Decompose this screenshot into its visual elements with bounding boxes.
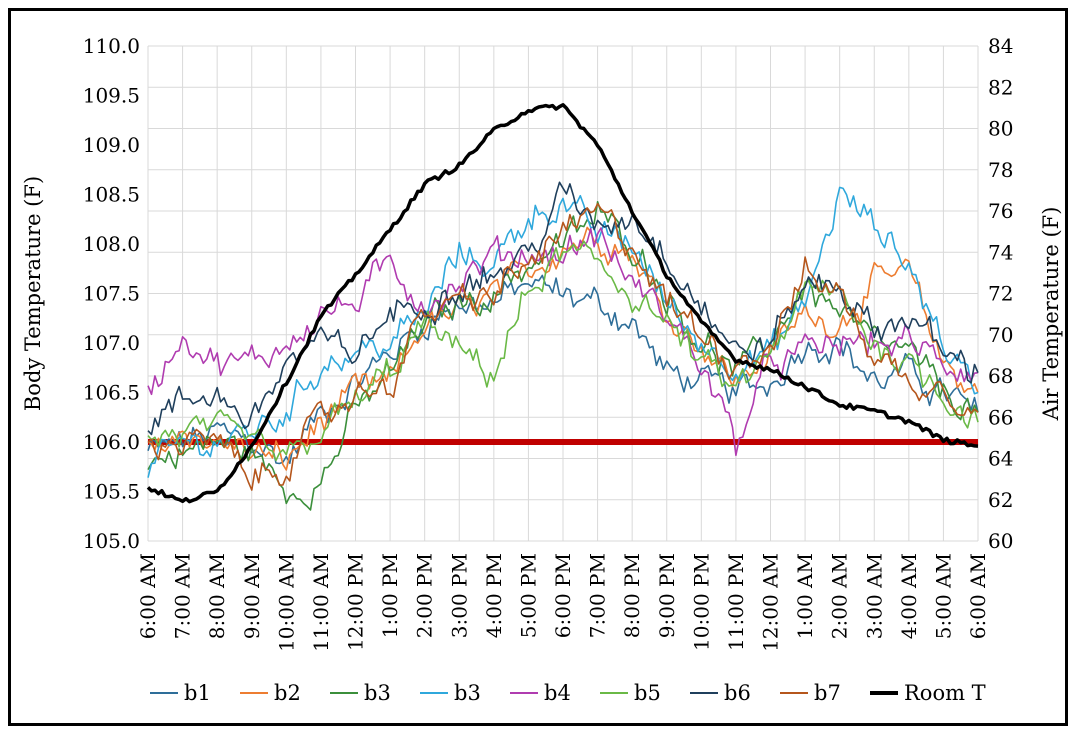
x-tick-label: 6:00 AM xyxy=(966,553,990,639)
x-tick-label: 9:00 AM xyxy=(240,553,264,639)
y-left-tick-label: 105.0 xyxy=(83,529,140,553)
x-tick-label: 10:00 AM xyxy=(274,553,298,652)
legend-label: b5 xyxy=(634,681,661,705)
x-tick-label: 12:00 PM xyxy=(344,553,368,651)
legend-label: b4 xyxy=(544,681,571,705)
y-left-axis-title: Body Temperature (F) xyxy=(21,176,45,411)
legend-label: b7 xyxy=(814,681,841,705)
series-line-b1 xyxy=(147,274,979,465)
legend-label: b1 xyxy=(184,681,211,705)
x-tick-label: 1:00 PM xyxy=(378,553,402,638)
series-line-b7 xyxy=(147,202,979,491)
legend-label: b3 xyxy=(454,681,481,705)
y-right-tick-label: 84 xyxy=(988,34,1013,58)
y-right-tick-label: 62 xyxy=(988,488,1013,512)
x-tick-label: 6:00 AM xyxy=(136,553,160,639)
y-right-tick-label: 68 xyxy=(988,364,1013,388)
y-right-tick-label: 60 xyxy=(988,529,1013,553)
y-right-axis-title: Air Temperature (F) xyxy=(1039,207,1063,422)
series-line-b2 xyxy=(147,226,979,471)
x-tick-label: 7:00 PM xyxy=(586,553,610,638)
series-line-room-t xyxy=(146,103,979,504)
x-tick-label: 8:00 PM xyxy=(620,553,644,638)
y-right-tick-label: 66 xyxy=(988,405,1013,429)
y-right-tick-label: 64 xyxy=(988,447,1013,471)
y-left-tick-label: 105.5 xyxy=(83,480,140,504)
x-tick-label: 2:00 PM xyxy=(413,553,437,638)
y-right-tick-label: 74 xyxy=(988,240,1013,264)
y-right-tick-label: 82 xyxy=(988,75,1013,99)
x-tick-label: 9:00 PM xyxy=(655,553,679,638)
legend-label: b3 xyxy=(364,681,391,705)
y-left-tick-label: 107.5 xyxy=(83,282,140,306)
x-tick-label: 11:00 PM xyxy=(724,553,748,651)
y-left-tick-label: 107.0 xyxy=(83,331,140,355)
x-tick-label: 2:00 AM xyxy=(828,553,852,639)
y-left-tick-label: 108.0 xyxy=(83,232,140,256)
y-left-tick-label: 106.0 xyxy=(83,430,140,454)
series-line-b3 xyxy=(147,201,979,511)
legend-label: b2 xyxy=(274,681,301,705)
x-tick-label: 5:00 AM xyxy=(931,553,955,639)
chart-frame xyxy=(8,8,1068,726)
y-left-tick-label: 106.5 xyxy=(83,381,140,405)
x-tick-label: 8:00 AM xyxy=(205,553,229,639)
x-tick-label: 5:00 PM xyxy=(516,553,540,638)
series-line-b6 xyxy=(147,181,979,436)
series-line-b4 xyxy=(147,227,979,457)
x-tick-label: 1:00 AM xyxy=(793,553,817,639)
x-tick-label: 3:00 PM xyxy=(447,553,471,638)
y-left-tick-label: 109.0 xyxy=(83,133,140,157)
x-tick-label: 10:00 PM xyxy=(689,553,713,651)
legend-label: Room T xyxy=(904,681,986,705)
legend-label: b6 xyxy=(724,681,751,705)
y-right-tick-label: 72 xyxy=(988,282,1013,306)
y-left-tick-label: 110.0 xyxy=(83,34,140,58)
y-right-tick-label: 70 xyxy=(988,323,1013,347)
series-line-b3 xyxy=(147,186,979,478)
x-tick-label: 12:00 AM xyxy=(759,553,783,652)
y-right-tick-label: 80 xyxy=(988,117,1013,141)
x-tick-label: 4:00 AM xyxy=(897,553,921,639)
y-left-tick-label: 109.5 xyxy=(83,84,140,108)
y-right-tick-label: 78 xyxy=(988,158,1013,182)
y-left-tick-label: 108.5 xyxy=(83,183,140,207)
x-tick-label: 7:00 AM xyxy=(171,553,195,639)
x-tick-label: 4:00 PM xyxy=(482,553,506,638)
x-tick-label: 3:00 AM xyxy=(862,553,886,639)
y-right-tick-label: 76 xyxy=(988,199,1013,223)
x-tick-label: 11:00 AM xyxy=(309,553,333,652)
x-tick-label: 6:00 PM xyxy=(551,553,575,638)
